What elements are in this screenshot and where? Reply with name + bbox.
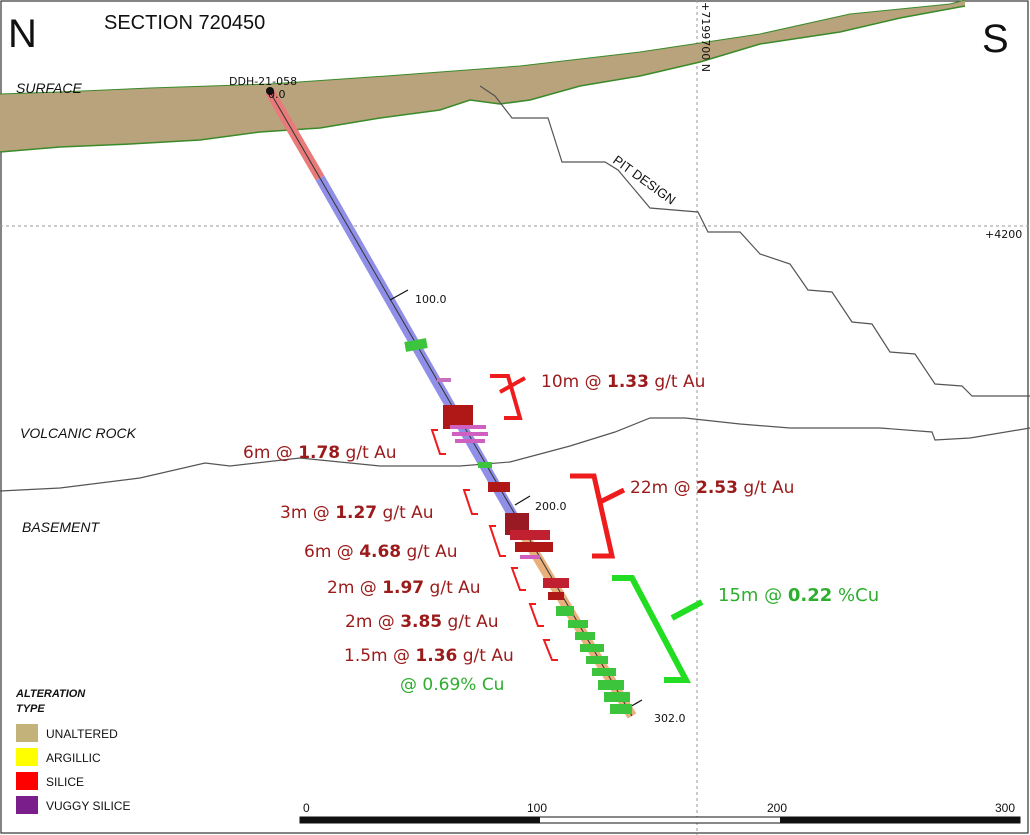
assay-block-vuggy xyxy=(520,555,540,559)
basement-label: BASEMENT xyxy=(22,519,100,535)
assay-blocks xyxy=(404,338,632,714)
bracket-10m xyxy=(490,374,523,420)
assay-block-cu xyxy=(556,606,574,616)
legend-swatch xyxy=(16,724,38,742)
bracket-2m-b xyxy=(528,603,544,627)
legend-items: UNALTERED ARGILLIC SILICE VUGGY SILICE xyxy=(16,724,130,814)
bracket-22m-pointer xyxy=(598,487,626,505)
interval-1-5m-au: 1.5m @ 1.36 g/t Au xyxy=(344,646,514,666)
scale-label-200: 200 xyxy=(767,801,787,815)
northing-label: +7199700 N xyxy=(699,2,712,72)
interval-15m-cu: 15m @ 0.22 %Cu xyxy=(718,585,879,606)
depth-tick-100 xyxy=(389,289,409,301)
bracket-6m-b xyxy=(488,525,506,557)
south-label: S xyxy=(982,17,1009,61)
interval-2m-au-a: 2m @ 1.97 g/t Au xyxy=(327,578,481,598)
depth-tick-200 xyxy=(514,495,531,506)
interval-1-5m-cu: @ 0.69% Cu xyxy=(400,675,504,695)
scale-label-0: 0 xyxy=(303,801,310,815)
legend-label: VUGGY SILICE xyxy=(46,799,130,813)
scale-label-300: 300 xyxy=(995,801,1015,815)
assay-block-cu xyxy=(575,632,595,640)
scale-bar: 0 100 200 300 xyxy=(299,801,1021,824)
assay-block-cu xyxy=(610,704,632,714)
assay-block-silice xyxy=(548,592,564,600)
pit-design-label: PIT DESIGN xyxy=(610,152,678,207)
pit-design-outline xyxy=(479,85,1030,397)
topography-line xyxy=(0,0,966,95)
legend-swatch xyxy=(16,772,38,790)
bracket-1-5m xyxy=(542,639,558,661)
assay-block-vuggy xyxy=(455,439,485,443)
scale-bar-segment-3 xyxy=(780,817,1020,823)
assay-block-silice xyxy=(510,530,550,540)
scale-bar-segment-1 xyxy=(300,817,540,823)
legend-title-line1: ALTERATION xyxy=(15,688,86,700)
assay-block-silice xyxy=(543,578,569,588)
assay-block-cu xyxy=(568,620,588,628)
legend-label: SILICE xyxy=(46,775,84,789)
assay-block-cu xyxy=(598,680,624,690)
depth-label-200: 200.0 xyxy=(535,500,567,513)
bracket-22m xyxy=(570,473,616,559)
assay-block-silice xyxy=(515,542,553,552)
assay-block-cu xyxy=(586,656,608,664)
assay-block-silice xyxy=(488,482,510,492)
assay-block-cu xyxy=(404,338,428,352)
collar-depth-label: 0.0 xyxy=(268,88,286,101)
bedrock-contact-line xyxy=(0,5,966,153)
assay-block-vuggy xyxy=(450,425,486,429)
interval-3m-au: 3m @ 1.27 g/t Au xyxy=(280,503,434,523)
bracket-6m-a xyxy=(430,429,446,455)
assay-block-vuggy xyxy=(437,378,451,382)
section-title: SECTION 720450 xyxy=(104,12,265,34)
volcanic-basement-contact xyxy=(0,417,1030,492)
legend-swatch xyxy=(16,748,38,766)
interval-10m-au: 10m @ 1.33 g/t Au xyxy=(541,372,705,392)
overburden-layer xyxy=(0,0,965,152)
assay-block-cu xyxy=(478,462,492,468)
drillhole-name: DDH-21-058 xyxy=(229,75,297,88)
legend-label: ARGILLIC xyxy=(46,751,101,765)
legend-title-line2: TYPE xyxy=(16,703,45,715)
north-label: N xyxy=(8,12,37,56)
interval-6m-au-b: 6m @ 4.68 g/t Au xyxy=(304,542,458,562)
legend-swatch xyxy=(16,796,38,814)
bracket-2m-a xyxy=(510,567,526,591)
bracket-3m xyxy=(462,489,478,515)
assay-block-cu xyxy=(604,692,630,702)
surface-label: SURFACE xyxy=(16,80,83,96)
elevation-label: +4200 xyxy=(985,228,1022,241)
legend-label: UNALTERED xyxy=(46,727,118,741)
volcanic-rock-label: VOLCANIC ROCK xyxy=(20,425,137,441)
assay-block-cu xyxy=(580,644,604,652)
depth-label-end: 302.0 xyxy=(654,712,686,725)
interval-6m-au-a: 6m @ 1.78 g/t Au xyxy=(243,443,397,463)
collar-marker xyxy=(266,87,274,95)
bracket-15m-pointer xyxy=(670,599,704,621)
bracket-15m-cu xyxy=(612,575,691,683)
assay-block-silice xyxy=(505,513,529,535)
bracket-10m-pointer xyxy=(499,376,526,394)
alteration-legend: ALTERATION TYPE UNALTERED ARGILLIC SILICE V… xyxy=(15,688,130,814)
scale-label-100: 100 xyxy=(527,801,547,815)
assay-block-cu xyxy=(592,668,616,676)
depth-label-100: 100.0 xyxy=(415,293,447,306)
interval-22m-au: 22m @ 2.53 g/t Au xyxy=(630,478,794,498)
interval-2m-au-b: 2m @ 3.85 g/t Au xyxy=(345,612,499,632)
assay-block-vuggy xyxy=(452,432,488,436)
